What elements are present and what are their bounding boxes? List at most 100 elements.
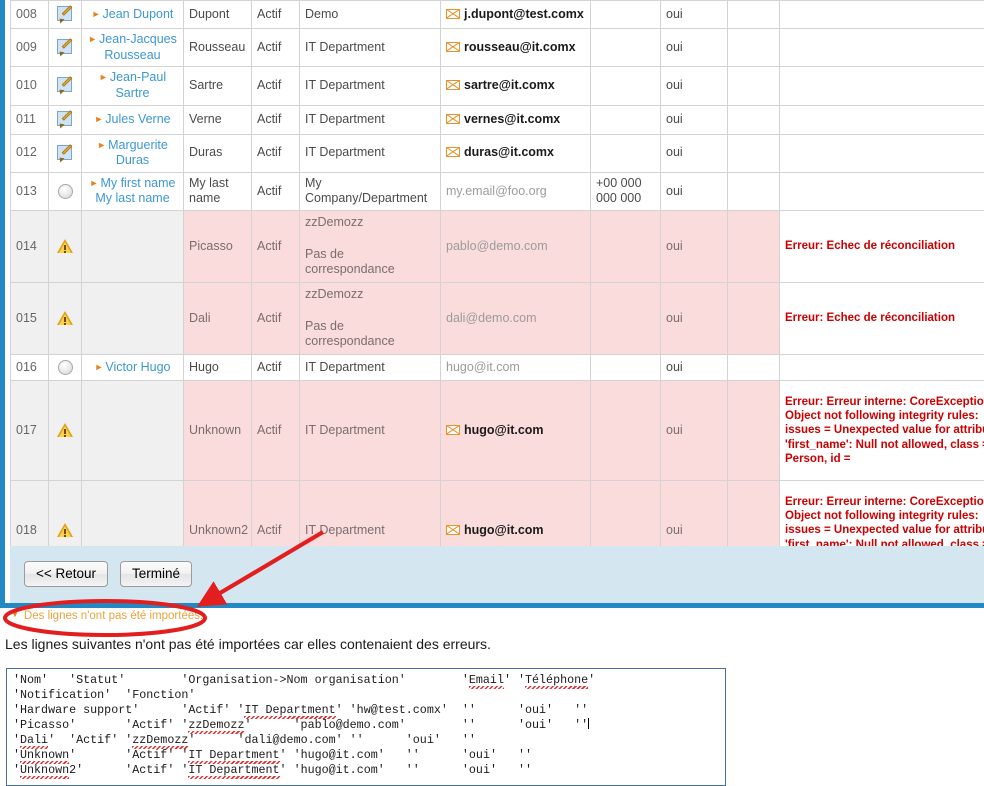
chevron-down-icon: ▼ xyxy=(11,610,19,619)
done-button[interactable]: Terminé xyxy=(120,561,193,587)
row-action-cell[interactable] xyxy=(48,27,82,68)
notification-cell: oui xyxy=(660,282,728,355)
expand-caret-icon[interactable]: ► xyxy=(88,34,98,44)
person-link[interactable]: Jean Dupont xyxy=(102,6,174,21)
row-action-cell[interactable] xyxy=(48,282,82,355)
expand-caret-icon[interactable]: ► xyxy=(98,72,108,83)
row-action-cell[interactable] xyxy=(48,480,82,546)
notification-cell: oui xyxy=(660,133,728,173)
email-cell: hugo@it.com xyxy=(440,380,591,481)
person-name-cell[interactable] xyxy=(81,380,184,481)
table-row[interactable]: 017 Unknown Actif IT Department hugo@it.com o… xyxy=(10,380,984,481)
edit-icon[interactable] xyxy=(56,76,74,95)
person-link[interactable]: My first name My last name xyxy=(95,175,176,206)
person-name-cell[interactable]: ► Victor Hugo xyxy=(81,354,184,381)
organization-cell: My Company/Department xyxy=(299,171,441,212)
phone-cell: +00 000 000 000 xyxy=(590,171,661,212)
table-row[interactable]: 010 ► Jean-Paul Sartre Sartre Actif IT Depart… xyxy=(10,66,984,106)
row-action-cell[interactable] xyxy=(48,171,82,212)
row-action-cell[interactable] xyxy=(48,104,82,135)
import-table-body: 008 ► Jean Dupont Dupont Actif Demo j.dupont@t… xyxy=(10,0,984,546)
person-name-cell[interactable]: ► Jean-Paul Sartre xyxy=(81,66,184,106)
person-name-cell[interactable]: ► Jean-Jacques Rousseau xyxy=(81,27,184,68)
row-number: 008 xyxy=(10,0,49,29)
person-link[interactable]: Jean-Jacques Rousseau xyxy=(99,32,177,62)
edit-icon[interactable] xyxy=(56,5,74,24)
mail-icon xyxy=(446,424,460,435)
row-action-cell[interactable] xyxy=(48,354,82,381)
person-link[interactable]: Jean-Paul Sartre xyxy=(109,70,167,100)
person-name-cell[interactable]: ► My first name My last name xyxy=(81,171,184,212)
expand-caret-icon[interactable]: ► xyxy=(91,8,101,19)
last-name-cell: Rousseau xyxy=(183,27,252,68)
error-message-cell xyxy=(779,104,984,135)
table-row[interactable]: 018 Unknown2 Actif IT Department hugo@it.com… xyxy=(10,480,984,546)
phone-cell xyxy=(590,380,661,481)
function-cell xyxy=(727,282,780,355)
phone-cell xyxy=(590,104,661,135)
function-cell xyxy=(727,380,780,481)
person-name-cell[interactable]: ► Jean Dupont xyxy=(81,0,184,29)
row-number: 012 xyxy=(10,133,49,173)
phone-cell xyxy=(590,27,661,68)
row-action-cell[interactable] xyxy=(48,0,82,29)
edit-icon[interactable] xyxy=(56,143,74,163)
notification-cell: oui xyxy=(660,66,728,106)
expand-caret-icon[interactable]: ► xyxy=(94,113,104,124)
status-cell: Actif xyxy=(251,133,300,173)
table-row[interactable]: 013 ► My first name My last name My last na… xyxy=(10,171,984,212)
expand-caret-icon[interactable]: ► xyxy=(94,361,104,372)
row-action-cell[interactable] xyxy=(48,66,82,106)
email-value: hugo@it.com xyxy=(464,422,544,437)
person-name-cell[interactable] xyxy=(81,282,184,355)
person-name-cell[interactable] xyxy=(81,210,184,283)
back-button[interactable]: << Retour xyxy=(24,561,109,587)
notification-cell: oui xyxy=(660,480,728,546)
person-link[interactable]: Jules Verne xyxy=(105,111,171,126)
table-row[interactable]: 015 Dali Actif zzDemozz Pas de correspondanc… xyxy=(10,282,984,355)
warning-icon xyxy=(56,422,74,438)
table-row[interactable]: 009 ► Jean-Jacques Rousseau Rousseau Actif IT… xyxy=(10,27,984,68)
phone-cell xyxy=(590,480,661,546)
row-action-cell[interactable] xyxy=(48,210,82,283)
edit-icon[interactable] xyxy=(56,110,74,129)
table-row[interactable]: 016 ► Victor Hugo Hugo Actif IT Department hug… xyxy=(10,354,984,381)
edit-icon[interactable] xyxy=(56,38,74,57)
person-link[interactable]: Victor Hugo xyxy=(105,359,171,374)
status-cell: Actif xyxy=(251,171,300,212)
row-action-cell[interactable] xyxy=(48,380,82,481)
row-number: 010 xyxy=(10,66,49,106)
not-imported-toggle[interactable]: ▼ Des lignes n'ont pas été importées: xyxy=(0,610,984,628)
last-name-cell: Unknown2 xyxy=(183,480,252,546)
import-table-scroll[interactable]: 008 ► Jean Dupont Dupont Actif Demo j.dupont@t… xyxy=(10,0,984,546)
person-link[interactable]: Marguerite Duras xyxy=(108,137,168,168)
expand-caret-icon[interactable]: ► xyxy=(97,139,107,150)
email-cell: duras@it.comx xyxy=(440,133,591,173)
status-cell: Actif xyxy=(251,66,300,106)
table-row[interactable]: 012 ► Marguerite Duras Duras Actif IT Departm… xyxy=(10,133,984,173)
email-cell: sartre@it.comx xyxy=(440,66,591,106)
function-cell xyxy=(727,0,780,29)
import-result-panel: 008 ► Jean Dupont Dupont Actif Demo j.dupont@t… xyxy=(0,0,984,608)
table-row[interactable]: 011 ► Jules Verne Verne Actif IT Department ve… xyxy=(10,104,984,135)
function-cell xyxy=(727,210,780,283)
expand-caret-icon[interactable]: ► xyxy=(89,177,99,188)
not-imported-toggle-label[interactable]: Des lignes n'ont pas été importées: xyxy=(23,610,204,622)
person-name-cell[interactable]: ► Marguerite Duras xyxy=(81,133,184,173)
status-cell: Actif xyxy=(251,354,300,381)
last-name-cell: Sartre xyxy=(183,66,252,106)
notification-cell: oui xyxy=(660,380,728,481)
notification-cell: oui xyxy=(660,171,728,212)
email-cell: rousseau@it.comx xyxy=(440,27,591,68)
table-row[interactable]: 014 Picasso Actif zzDemozz Pas de correspond… xyxy=(10,210,984,283)
mail-icon xyxy=(446,147,460,158)
row-number: 017 xyxy=(10,380,49,481)
email-value: j.dupont@test.comx xyxy=(464,6,584,21)
phone-cell xyxy=(590,66,661,106)
person-name-cell[interactable] xyxy=(81,480,184,546)
not-imported-textarea[interactable]: 'Nom' 'Statut' 'Organisation->Nom organi… xyxy=(6,668,726,786)
person-name-cell[interactable]: ► Jules Verne xyxy=(81,104,184,135)
table-row[interactable]: 008 ► Jean Dupont Dupont Actif Demo j.dupont@t… xyxy=(10,0,984,29)
row-action-cell[interactable] xyxy=(48,133,82,173)
